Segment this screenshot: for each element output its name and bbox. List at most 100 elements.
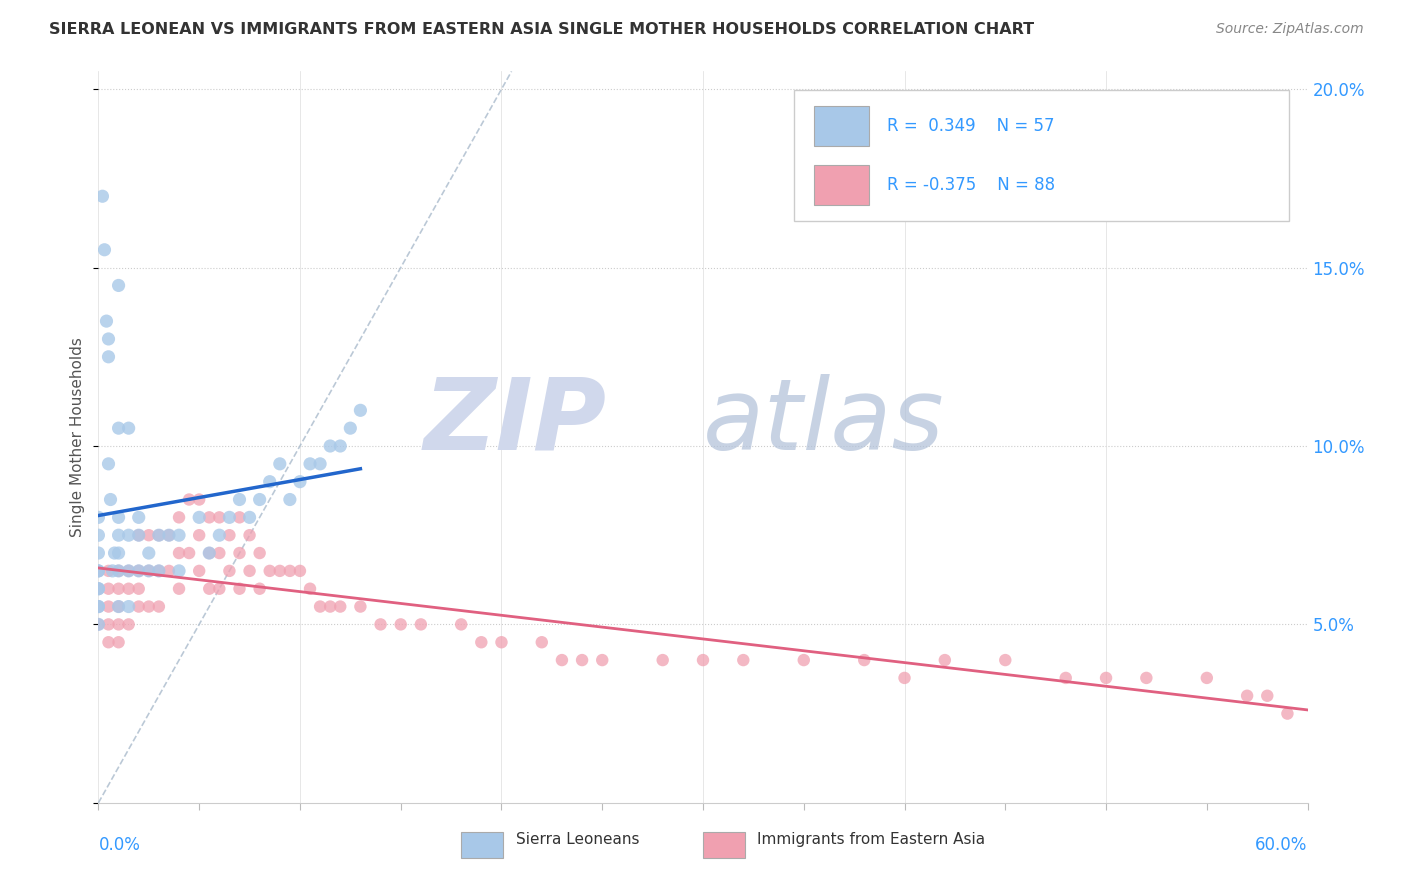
Point [853, 653, 876, 667]
Point [87, 564, 110, 578]
FancyBboxPatch shape [814, 165, 869, 205]
Point [100, 492, 122, 507]
Point [299, 457, 322, 471]
Point [138, 564, 160, 578]
Point [87, 599, 110, 614]
Point [107, 617, 129, 632]
Point [259, 475, 281, 489]
Point [208, 582, 231, 596]
Text: 60.0%: 60.0% [1256, 836, 1308, 854]
Point [530, 635, 553, 649]
Point [278, 492, 301, 507]
Point [97, 635, 120, 649]
Point [228, 582, 250, 596]
Point [138, 546, 160, 560]
Point [167, 582, 190, 596]
Point [107, 510, 129, 524]
FancyBboxPatch shape [461, 832, 503, 858]
Point [148, 564, 170, 578]
Point [934, 653, 956, 667]
Point [87, 582, 110, 596]
Point [97, 564, 120, 578]
Point [87, 599, 110, 614]
Point [118, 564, 141, 578]
Point [107, 421, 129, 435]
Point [1135, 671, 1157, 685]
Point [93, 243, 115, 257]
Point [309, 599, 332, 614]
Point [128, 528, 150, 542]
Point [218, 528, 240, 542]
Point [249, 582, 271, 596]
Point [87, 617, 110, 632]
Point [97, 617, 120, 632]
Point [370, 617, 392, 632]
Text: SIERRA LEONEAN VS IMMIGRANTS FROM EASTERN ASIA SINGLE MOTHER HOUSEHOLDS CORRELAT: SIERRA LEONEAN VS IMMIGRANTS FROM EASTER… [49, 22, 1035, 37]
Point [299, 582, 322, 596]
Point [148, 528, 170, 542]
Point [1256, 689, 1278, 703]
Point [107, 599, 129, 614]
Point [107, 599, 129, 614]
Point [329, 439, 352, 453]
Point [128, 510, 150, 524]
Point [228, 510, 250, 524]
Point [179, 546, 201, 560]
Point [167, 546, 190, 560]
Point [249, 546, 271, 560]
Point [218, 510, 240, 524]
Point [198, 582, 221, 596]
Point [551, 653, 574, 667]
Point [128, 582, 150, 596]
Point [157, 528, 180, 542]
Point [167, 510, 190, 524]
Point [651, 653, 673, 667]
Point [188, 564, 211, 578]
Point [97, 350, 120, 364]
Point [118, 528, 141, 542]
Point [91, 189, 114, 203]
Y-axis label: Single Mother Households: Single Mother Households [70, 337, 86, 537]
Point [188, 510, 211, 524]
Point [87, 564, 110, 578]
Point [118, 564, 141, 578]
Point [198, 546, 221, 560]
Text: ZIP: ZIP [423, 374, 606, 471]
Point [107, 528, 129, 542]
Point [148, 564, 170, 578]
Point [208, 546, 231, 560]
Point [148, 599, 170, 614]
Point [893, 671, 915, 685]
Point [329, 599, 352, 614]
Point [179, 492, 201, 507]
Point [128, 564, 150, 578]
Text: R =  0.349    N = 57: R = 0.349 N = 57 [887, 117, 1054, 136]
Text: 0.0%: 0.0% [98, 836, 141, 854]
Point [198, 546, 221, 560]
Point [692, 653, 714, 667]
FancyBboxPatch shape [703, 832, 745, 858]
Point [188, 528, 211, 542]
Point [87, 599, 110, 614]
Point [96, 314, 118, 328]
Point [309, 457, 332, 471]
Point [339, 421, 361, 435]
Point [1277, 706, 1299, 721]
Point [269, 564, 291, 578]
Point [228, 546, 250, 560]
Point [409, 617, 432, 632]
Point [188, 492, 211, 507]
Point [128, 564, 150, 578]
Point [118, 599, 141, 614]
Point [288, 475, 311, 489]
Point [107, 635, 129, 649]
Point [793, 653, 815, 667]
Point [148, 528, 170, 542]
Point [389, 617, 412, 632]
Point [97, 582, 120, 596]
FancyBboxPatch shape [793, 90, 1289, 221]
Point [107, 278, 129, 293]
Point [118, 617, 141, 632]
Point [87, 582, 110, 596]
Point [87, 528, 110, 542]
